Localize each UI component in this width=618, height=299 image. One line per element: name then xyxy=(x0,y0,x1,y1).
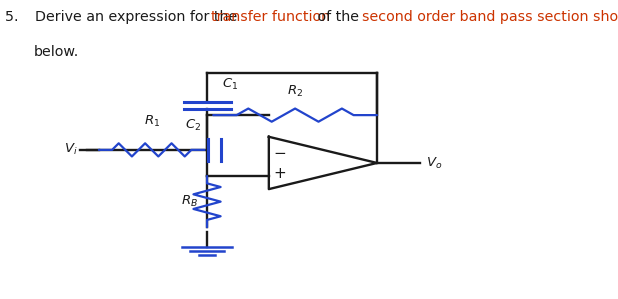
Text: $V_o$: $V_o$ xyxy=(426,155,442,170)
Text: $C_2$: $C_2$ xyxy=(185,118,201,133)
Text: below.: below. xyxy=(34,45,79,59)
Text: of the: of the xyxy=(313,10,364,25)
Text: Derive an expression for the: Derive an expression for the xyxy=(35,10,242,25)
Text: $R_B$: $R_B$ xyxy=(181,194,198,209)
Text: 5.: 5. xyxy=(5,10,27,25)
Text: second order band pass section shown: second order band pass section shown xyxy=(362,10,618,25)
Text: $C_1$: $C_1$ xyxy=(222,77,239,92)
Text: $-$: $-$ xyxy=(273,144,287,159)
Text: $+$: $+$ xyxy=(273,166,287,181)
Text: $V_i$: $V_i$ xyxy=(64,142,77,158)
Text: transfer function: transfer function xyxy=(211,10,330,25)
Text: $R_2$: $R_2$ xyxy=(287,83,303,99)
Text: $R_1$: $R_1$ xyxy=(143,114,160,129)
